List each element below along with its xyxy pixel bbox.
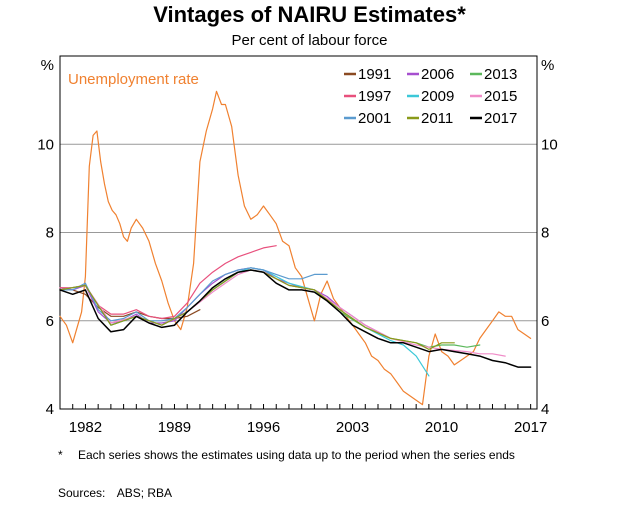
legend-label: 2013 <box>484 66 517 83</box>
y-tick-label-left: 6 <box>46 313 54 330</box>
series-line-unemployment-rate <box>59 90 532 406</box>
sources-text: ABS; RBA <box>116 486 173 500</box>
y-tick-label-right: 10 <box>541 136 558 153</box>
unemployment-rate-annotation: Unemployment rate <box>68 71 199 88</box>
y-unit-right: % <box>541 57 554 74</box>
y-tick-label-left: 10 <box>37 136 54 153</box>
x-tick-label: 2017 <box>514 419 547 436</box>
series-line-2017 <box>59 269 532 368</box>
plot-frame <box>59 55 538 410</box>
x-tick-label: 1996 <box>247 419 280 436</box>
x-tick-label: 2003 <box>336 419 369 436</box>
chart-title: Vintages of NAIRU Estimates* <box>153 2 466 27</box>
sources: Sources: ABS; RBA <box>58 486 172 500</box>
legend-label: 2017 <box>484 110 517 127</box>
legend-label: 2015 <box>484 88 517 105</box>
y-tick-label-left: 8 <box>46 225 54 242</box>
legend-label: 2011 <box>421 110 453 127</box>
y-tick-label-right: 6 <box>541 313 549 330</box>
footnote-text: Each series shows the estimates using da… <box>78 448 515 462</box>
y-unit-left: % <box>41 57 54 74</box>
sources-label: Sources: <box>58 486 106 500</box>
y-tick-label-right: 4 <box>541 401 549 418</box>
chart-subtitle: Per cent of labour force <box>231 32 388 49</box>
series-line-2013 <box>59 269 481 348</box>
legend-label: 1997 <box>358 88 391 105</box>
legend-label: 1991 <box>358 66 391 83</box>
series-line-2011 <box>59 269 455 350</box>
x-tick-label: 1989 <box>158 419 191 436</box>
footnote-mark: * <box>58 448 63 462</box>
x-tick-label: 2010 <box>425 419 458 436</box>
legend-label: 2009 <box>421 88 454 105</box>
legend-label: 2006 <box>421 66 454 83</box>
y-tick-label-right: 8 <box>541 225 549 242</box>
legend-label: 2001 <box>358 110 391 127</box>
footnote: * Each series shows the estimates using … <box>58 448 518 463</box>
x-tick-label: 1982 <box>69 419 102 436</box>
y-tick-label-left: 4 <box>46 401 54 418</box>
series-line-1997 <box>59 245 277 320</box>
